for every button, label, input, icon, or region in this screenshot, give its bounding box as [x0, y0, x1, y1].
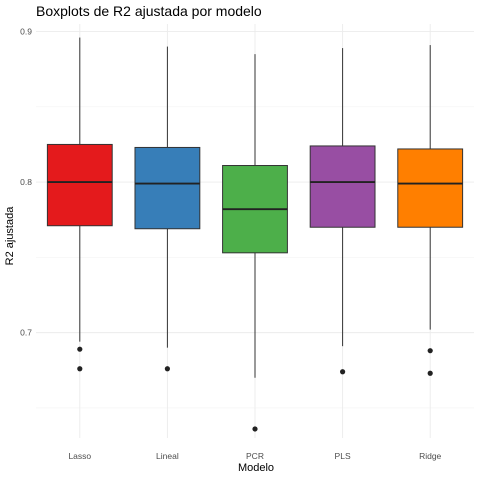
box-group-pcr — [222, 54, 288, 432]
x-tick-label: PLS — [335, 451, 351, 461]
box-group-pls — [309, 48, 376, 375]
box-group-lineal — [134, 46, 201, 372]
outlier-point — [77, 346, 83, 352]
outlier-point — [164, 366, 170, 372]
outlier-point — [340, 369, 346, 375]
outlier-point — [427, 370, 433, 376]
outlier-point — [77, 366, 83, 372]
x-axis-ticks: Lasso Lineal PCR PLS Ridge — [68, 451, 441, 461]
x-tick-label: Lineal — [156, 451, 179, 461]
outlier-point — [252, 426, 258, 432]
y-tick-label: 0.9 — [20, 27, 32, 37]
x-axis-label: Modelo — [238, 462, 274, 474]
chart-title: Boxplots de R2 ajustada por modelo — [36, 3, 262, 19]
box — [46, 143, 113, 227]
box — [309, 145, 376, 228]
x-tick-label: Ridge — [419, 451, 441, 461]
box-group-lasso — [46, 37, 113, 372]
box — [134, 146, 201, 230]
box-group-ridge — [397, 45, 464, 376]
boxes-layer — [46, 37, 464, 432]
x-tick-label: PCR — [246, 451, 264, 461]
y-axis-label: R2 ajustada — [4, 206, 16, 266]
box — [397, 148, 464, 228]
y-tick-label: 0.8 — [20, 177, 32, 187]
outlier-point — [427, 348, 433, 354]
x-tick-label: Lasso — [68, 451, 91, 461]
y-tick-label: 0.7 — [20, 328, 32, 338]
y-axis-ticks: 0.7 0.8 0.9 — [20, 27, 32, 338]
